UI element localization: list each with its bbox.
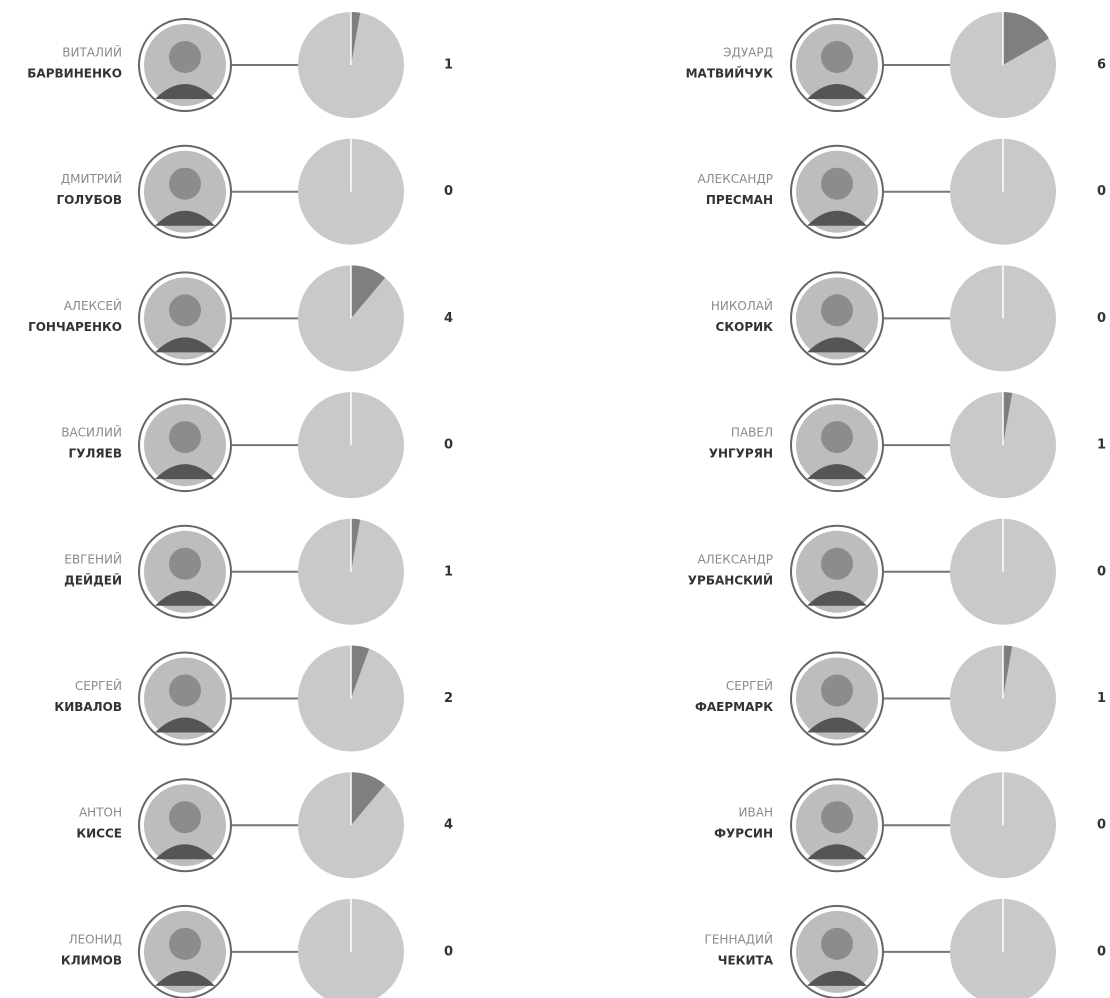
value-label: 4 <box>444 818 453 833</box>
last-name: ФАЕРМАРК <box>695 700 773 714</box>
chart: ВИТАЛИЙ БАРВИНЕНКО 1 ДМИТРИЙ ГОЛУБОВ 0 АЛЕКСЕЙ… <box>0 0 1110 998</box>
first-name: ИВАН <box>739 806 773 820</box>
first-name: ВИТАЛИЙ <box>62 45 122 60</box>
first-name: ПАВЕЛ <box>731 426 773 440</box>
value-label: 1 <box>444 564 453 579</box>
last-name: КИССЕ <box>76 827 122 841</box>
first-name: ГЕННАДИЙ <box>705 931 773 946</box>
photo-head <box>821 294 853 326</box>
photo-head <box>169 294 201 326</box>
last-name: ГОНЧАРЕНКО <box>28 320 122 334</box>
first-name: НИКОЛАЙ <box>711 298 773 313</box>
last-name: СКОРИК <box>716 320 774 334</box>
photo-head <box>821 41 853 73</box>
value-label: 0 <box>1097 184 1106 199</box>
first-name: СЕРГЕЙ <box>75 678 122 693</box>
first-name: СЕРГЕЙ <box>726 678 773 693</box>
first-name: АЛЕКСАНДР <box>697 172 773 186</box>
value-label: 0 <box>1097 564 1106 579</box>
photo-head <box>169 801 201 833</box>
value-label: 0 <box>1097 944 1106 959</box>
value-label: 1 <box>1097 438 1106 453</box>
last-name: ФУРСИН <box>714 827 773 841</box>
first-name: ДМИТРИЙ <box>61 171 122 186</box>
first-name: ЛЕОНИД <box>69 932 122 946</box>
photo-head <box>169 41 201 73</box>
first-name: АЛЕКСАНДР <box>697 552 773 566</box>
photo-head <box>169 928 201 960</box>
photo-head <box>821 168 853 200</box>
value-label: 0 <box>444 184 453 199</box>
first-name: АНТОН <box>79 806 122 820</box>
value-label: 1 <box>1097 691 1106 706</box>
photo-head <box>169 548 201 580</box>
last-name: КЛИМОВ <box>61 953 122 967</box>
first-name: ЭДУАРД <box>723 46 773 60</box>
photo-head <box>169 168 201 200</box>
value-label: 2 <box>444 691 453 706</box>
first-name: АЛЕКСЕЙ <box>64 298 122 313</box>
last-name: ДЕЙДЕЙ <box>64 572 122 587</box>
photo-head <box>169 421 201 453</box>
value-label: 0 <box>1097 818 1106 833</box>
last-name: ПРЕСМАН <box>706 193 773 207</box>
first-name: ВАСИЛИЙ <box>61 425 122 440</box>
last-name: ЧЕКИТА <box>718 953 774 967</box>
value-label: 0 <box>444 944 453 959</box>
last-name: КИВАЛОВ <box>54 700 122 714</box>
photo-head <box>821 801 853 833</box>
last-name: ГОЛУБОВ <box>56 193 122 207</box>
value-label: 0 <box>1097 311 1106 326</box>
value-label: 0 <box>444 438 453 453</box>
value-label: 4 <box>444 311 453 326</box>
photo-head <box>169 675 201 707</box>
photo-head <box>821 675 853 707</box>
photo-head <box>821 421 853 453</box>
photo-head <box>821 548 853 580</box>
last-name: УНГУРЯН <box>709 447 773 461</box>
value-label: 1 <box>444 58 453 73</box>
last-name: ГУЛЯЕВ <box>69 447 122 461</box>
first-name: ЕВГЕНИЙ <box>64 551 122 566</box>
photo-head <box>821 928 853 960</box>
last-name: МАТВИЙЧУК <box>686 66 774 81</box>
value-label: 6 <box>1097 58 1106 73</box>
last-name: УРБАНСКИЙ <box>688 572 773 587</box>
last-name: БАРВИНЕНКО <box>27 67 122 81</box>
